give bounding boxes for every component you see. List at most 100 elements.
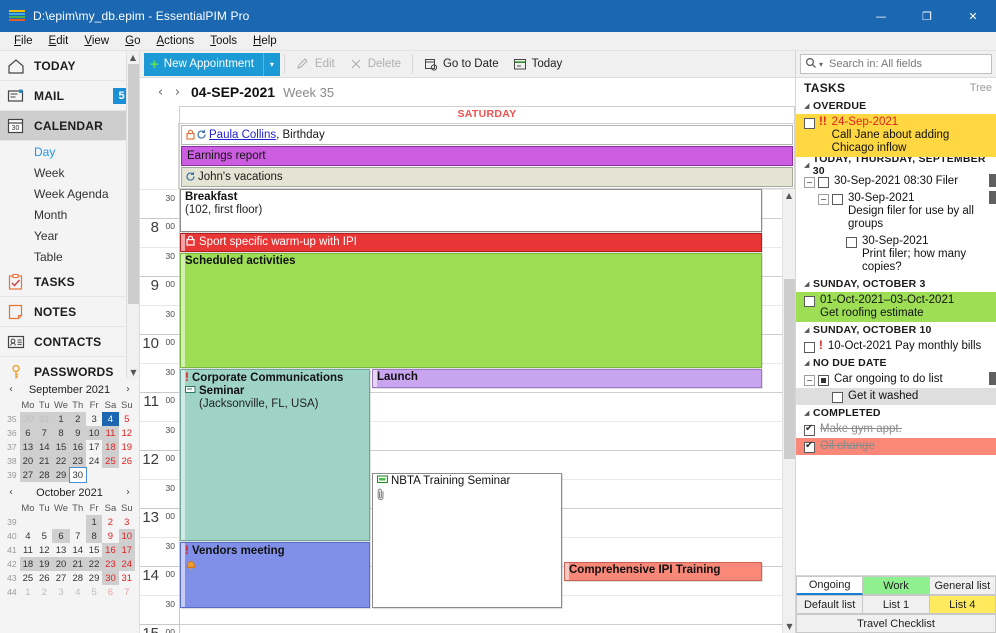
go-to-date-button[interactable]: Go to Date: [417, 53, 506, 75]
calendar-view-year[interactable]: Year: [34, 228, 59, 243]
day-cell[interactable]: [86, 468, 102, 482]
day-cell[interactable]: 10: [118, 529, 135, 543]
day-cell[interactable]: 23: [69, 454, 86, 468]
task-group-header[interactable]: ◢ NO DUE DATE: [796, 355, 996, 371]
task-tab-work[interactable]: Work: [863, 576, 930, 595]
task-row[interactable]: ! 10-Oct-2021 Pay monthly bills: [796, 338, 996, 355]
nav-scroll-down-icon[interactable]: ▼: [130, 368, 137, 377]
day-cell[interactable]: 25: [102, 454, 119, 468]
day-cell[interactable]: 31: [121, 572, 133, 584]
task-checkbox[interactable]: [832, 194, 843, 205]
task-tab-general-list[interactable]: General list: [929, 576, 996, 595]
day-cell[interactable]: 8: [85, 529, 103, 543]
next-day-button[interactable]: ›: [174, 84, 181, 100]
task-group-header[interactable]: ◢ OVERDUE: [796, 98, 996, 114]
grid-scroll-up-icon[interactable]: ▲: [785, 191, 793, 200]
day-cell[interactable]: 9: [107, 530, 114, 542]
calendar-view-table[interactable]: Table: [34, 249, 63, 264]
day-cell[interactable]: 7: [75, 530, 81, 542]
allday-event[interactable]: Paula Collins, Birthday: [181, 125, 793, 145]
sidebar-item-passwords[interactable]: PASSWORDS: [0, 357, 139, 379]
maximize-button[interactable]: ❐: [922, 9, 932, 23]
time-grid[interactable]: Breakfast (102, first floor) Sport specifi…: [179, 189, 782, 633]
search-input[interactable]: ▾ Search in: All fields: [800, 54, 992, 74]
search-scope-dropdown-icon[interactable]: ▾: [819, 59, 824, 69]
day-cell[interactable]: 5: [124, 413, 130, 425]
grid-scroll-thumb[interactable]: [784, 279, 795, 459]
calendar-view-week-agenda[interactable]: Week Agenda: [34, 186, 109, 201]
day-cell[interactable]: 17: [118, 543, 135, 557]
task-expander[interactable]: −: [804, 177, 815, 188]
day-cell[interactable]: 24: [88, 455, 100, 467]
task-checkbox[interactable]: [832, 392, 843, 403]
day-cell[interactable]: 4: [102, 412, 119, 426]
day-cell[interactable]: 24: [118, 557, 135, 571]
task-group-header[interactable]: ◢ TODAY, THURSDAY, SEPTEMBER 30: [796, 153, 996, 177]
mini-cal-next[interactable]: ›: [126, 487, 130, 498]
collapse-triangle-icon[interactable]: ◢: [804, 359, 810, 367]
task-group-header[interactable]: ◢ COMPLETED: [796, 405, 996, 421]
day-cell[interactable]: 11: [102, 426, 119, 440]
contact-link[interactable]: Paula Collins: [209, 129, 277, 141]
day-cell[interactable]: 12: [39, 544, 50, 556]
day-cell[interactable]: 27: [55, 572, 67, 584]
menu-item-file[interactable]: File: [14, 35, 33, 47]
sidebar-item-today[interactable]: TODAY: [0, 51, 139, 81]
task-expander[interactable]: −: [804, 375, 815, 386]
day-cell[interactable]: 13: [55, 544, 67, 556]
task-group-header[interactable]: ◢ SUNDAY, OCTOBER 3: [796, 276, 996, 292]
day-cell[interactable]: 18: [102, 440, 119, 454]
day-cell[interactable]: 3: [91, 413, 97, 425]
day-cell[interactable]: [20, 515, 36, 529]
day-cell[interactable]: 16: [69, 440, 86, 454]
day-cell[interactable]: 6: [52, 529, 70, 543]
delete-button[interactable]: Delete: [342, 53, 408, 75]
calendar-event[interactable]: ! Corporate Communications Seminar (Jackson…: [180, 369, 370, 541]
day-cell[interactable]: 23: [102, 557, 119, 571]
day-cell[interactable]: 26: [39, 572, 50, 584]
calendar-event[interactable]: Scheduled activities: [180, 253, 762, 368]
day-cell[interactable]: 4: [75, 586, 81, 598]
task-checkbox[interactable]: [804, 296, 815, 307]
grid-scrollbar[interactable]: ▲ ▼: [782, 189, 795, 633]
day-cell[interactable]: [70, 515, 86, 529]
menu-item-edit[interactable]: Edit: [48, 35, 69, 47]
menu-item-view[interactable]: View: [84, 35, 110, 47]
task-row[interactable]: Make gym appt.: [796, 421, 996, 438]
task-row[interactable]: 01-Oct-2021–03-Oct-2021 Get roofing estim…: [796, 292, 996, 322]
task-checkbox[interactable]: [846, 237, 857, 248]
day-cell[interactable]: 30: [68, 467, 87, 483]
day-cell[interactable]: 5: [91, 586, 97, 598]
allday-event[interactable]: Earnings report: [181, 146, 793, 166]
calendar-event[interactable]: ! Vendors meeting: [180, 542, 370, 608]
new-appointment-button[interactable]: + New Appointment: [144, 52, 263, 76]
day-cell[interactable]: 18: [19, 557, 37, 571]
sidebar-item-tasks[interactable]: TASKS: [0, 267, 139, 297]
task-checkbox[interactable]: [818, 177, 829, 188]
task-row[interactable]: − 30-Sep-2021 08:30 Filer: [796, 173, 996, 190]
day-cell[interactable]: 1: [52, 412, 70, 426]
sidebar-item-notes[interactable]: NOTES: [0, 297, 139, 327]
day-cell[interactable]: 11: [22, 544, 33, 556]
collapse-triangle-icon[interactable]: ◢: [804, 161, 810, 169]
calendar-event[interactable]: Sport specific warm-up with IPI: [180, 233, 762, 252]
menu-item-go[interactable]: Go: [125, 35, 141, 47]
menu-item-help[interactable]: Help: [253, 35, 277, 47]
day-cell[interactable]: 22: [85, 557, 103, 571]
day-cell[interactable]: 2: [107, 516, 114, 528]
task-checkbox[interactable]: [804, 423, 815, 436]
day-cell[interactable]: [119, 468, 135, 482]
day-cell[interactable]: 3: [124, 516, 130, 528]
calendar-event[interactable]: Breakfast (102, first floor): [180, 189, 762, 232]
allday-event[interactable]: John's vacations: [181, 167, 793, 187]
day-cell[interactable]: 9: [69, 426, 86, 440]
day-cell[interactable]: 10: [85, 426, 103, 440]
day-cell[interactable]: [52, 515, 69, 529]
day-cell[interactable]: 7: [124, 586, 130, 598]
collapse-triangle-icon[interactable]: ◢: [804, 280, 810, 288]
task-checkbox[interactable]: [818, 375, 829, 386]
collapse-triangle-icon[interactable]: ◢: [804, 409, 810, 417]
day-cell[interactable]: 30: [102, 571, 119, 585]
minimize-button[interactable]: —: [875, 9, 887, 23]
day-cell[interactable]: 3: [58, 586, 64, 598]
